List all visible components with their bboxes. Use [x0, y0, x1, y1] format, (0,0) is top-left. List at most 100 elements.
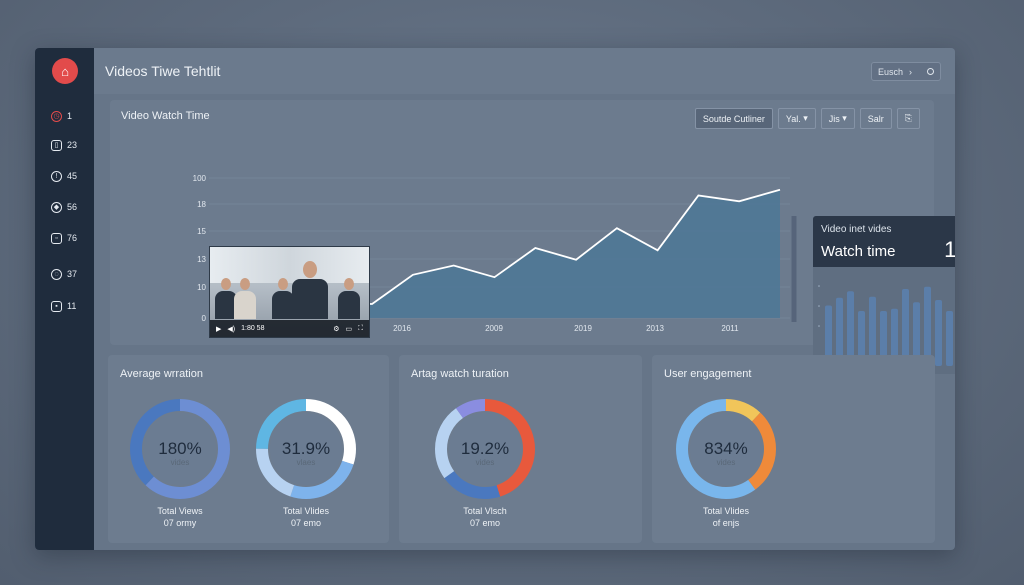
chart-controls: Soutde Cutliner Yal. ▾ Jis ▾ Salr ⎘: [694, 108, 920, 129]
card-title: Artag watch turation: [411, 368, 509, 380]
sidebar-item-label: 11: [67, 301, 77, 311]
sidebar-item-label: 76: [67, 233, 78, 243]
caption-line: Total Vlides: [702, 506, 750, 516]
video-person: [215, 278, 237, 319]
mini-bar: [836, 297, 843, 366]
caption-line: 07 emo: [290, 518, 322, 528]
card-title: Watch time: [821, 243, 896, 260]
mini-bar: [858, 311, 865, 366]
donut-caption: Total Vlsch 07 emo: [435, 505, 535, 529]
donut-center: [270, 413, 342, 485]
range-dropdown[interactable]: Jis ▾: [820, 108, 855, 129]
clock-icon: ◷: [51, 110, 62, 122]
watch-time-card-header: Video inet vides Watch time 10.0: [813, 216, 955, 267]
volume-icon[interactable]: ◀): [227, 325, 236, 333]
chat-icon: ◌: [51, 268, 62, 280]
donut-sub: vlaes: [296, 458, 316, 467]
mini-bar: [847, 291, 854, 366]
x-tick-label: 2009: [485, 324, 503, 333]
sidebar-item-label: 1: [67, 111, 73, 121]
y-tick-label: 10: [197, 283, 206, 292]
donut-sub: vides: [716, 458, 736, 467]
sidebar-item-label: 45: [67, 171, 78, 181]
card-title: Average wrration: [120, 368, 203, 380]
video-controls: ▶ ◀) 1:80 58 ⚙ ▭ ⛶: [210, 320, 369, 337]
captions-icon[interactable]: ▭: [345, 325, 353, 333]
top-bar: Videos Tiwe Tehtlit Eusch ›: [94, 48, 955, 94]
mini-bar: [825, 305, 832, 366]
y-tick-label: 100: [193, 174, 207, 183]
donut-chart: [435, 399, 535, 499]
watch-time-value: 10.0: [944, 237, 955, 262]
video-background: [210, 247, 369, 283]
video-player[interactable]: ▶ ◀) 1:80 58 ⚙ ▭ ⛶: [209, 246, 370, 338]
mini-bar: [924, 286, 931, 366]
donut-sub: vides: [170, 458, 190, 467]
mini-bar: [869, 296, 876, 366]
avg-watch-duration-card: Artag watch turation 19.2% vides Total V…: [399, 355, 642, 543]
donut-sub: vides: [475, 458, 495, 467]
mini-bar: [913, 302, 920, 366]
y-tick-label: 13: [197, 255, 206, 264]
video-person: [292, 261, 328, 319]
year-dropdown[interactable]: Yal. ▾: [777, 108, 816, 129]
mini-bar: [880, 311, 887, 366]
sidebar-item-6[interactable]: ◌ 37: [51, 266, 91, 282]
donut-caption: Total Views 07 ormy: [130, 505, 230, 529]
sort-button[interactable]: Salr: [859, 108, 892, 129]
sidebar-item-2[interactable]: ▯ 23: [51, 137, 91, 153]
chevron-right-icon: ›: [909, 66, 913, 77]
caption-line: Total Views: [157, 506, 203, 516]
video-person: [234, 278, 256, 319]
sidebar-item-3[interactable]: ! 45: [51, 168, 91, 184]
mini-bar: [902, 289, 909, 366]
donut-segment: [435, 399, 535, 499]
caption-line: Total Vlsch: [463, 506, 507, 516]
donut-caption: Total Vlides 07 emo: [256, 505, 356, 529]
x-tick-label: 2019: [574, 324, 592, 333]
chevron-down-icon: ▾: [839, 113, 847, 123]
video-person: [338, 278, 360, 319]
x-tick-label: 2013: [646, 324, 664, 333]
source-filter-button[interactable]: Soutde Cutliner: [694, 108, 773, 129]
play-icon[interactable]: ▶: [216, 325, 222, 333]
range-dropdown-label: Jis: [828, 113, 840, 124]
export-icon[interactable]: ⎘: [896, 108, 920, 129]
y-tick-label: 18: [197, 200, 206, 209]
bookmark-icon: ▯: [51, 139, 62, 151]
grid-icon: ▪: [51, 300, 62, 312]
donut-center: [449, 413, 521, 485]
search-input[interactable]: Eusch ›: [871, 62, 941, 81]
donut-chart: [256, 399, 356, 499]
axis-dot: [818, 305, 820, 307]
y-tick-label: 0: [202, 314, 207, 323]
sidebar-item-5[interactable]: ▫ 76: [51, 230, 91, 246]
sidebar-item-4[interactable]: ◆ 56: [51, 199, 91, 215]
mini-bar: [935, 300, 942, 366]
calendar-icon: ▫: [51, 232, 62, 244]
watch-time-panel: Video Watch Time Soutde Cutliner Yal. ▾ …: [110, 100, 955, 374]
donut-segment: [256, 399, 356, 499]
search-label: Eusch: [878, 66, 904, 77]
donut-chart: [130, 399, 230, 499]
donut-value: 180%: [158, 439, 202, 458]
donut-segment: [676, 399, 776, 499]
year-dropdown-label: Yal.: [785, 113, 801, 124]
watch-time-card: Video inet vides Watch time 10.0: [813, 216, 955, 374]
average-duration-card: Average wrration 180% vides Total Views …: [108, 355, 389, 543]
donut-segment: [435, 399, 535, 499]
fullscreen-icon[interactable]: ⛶: [358, 324, 363, 332]
donut-value: 834%: [704, 439, 748, 458]
search-icon: [927, 68, 934, 75]
sidebar-item-1[interactable]: ◷ 1: [51, 108, 91, 124]
axis-dot: [818, 285, 820, 287]
app-window: ⌂ ◷ 1 ▯ 23 ! 45 ◆ 56 ▫ 76 ◌ 37 ▪ 11: [35, 48, 955, 550]
sidebar-item-7[interactable]: ▪ 11: [51, 298, 91, 314]
mini-bar: [946, 311, 953, 366]
sidebar-item-label: 56: [67, 202, 78, 212]
home-icon[interactable]: ⌂: [52, 58, 78, 84]
card-label: Video inet vides: [821, 224, 892, 235]
caption-line: Total Vlides: [282, 506, 330, 516]
donut-segment: [130, 399, 230, 499]
settings-icon[interactable]: ⚙: [333, 325, 340, 333]
